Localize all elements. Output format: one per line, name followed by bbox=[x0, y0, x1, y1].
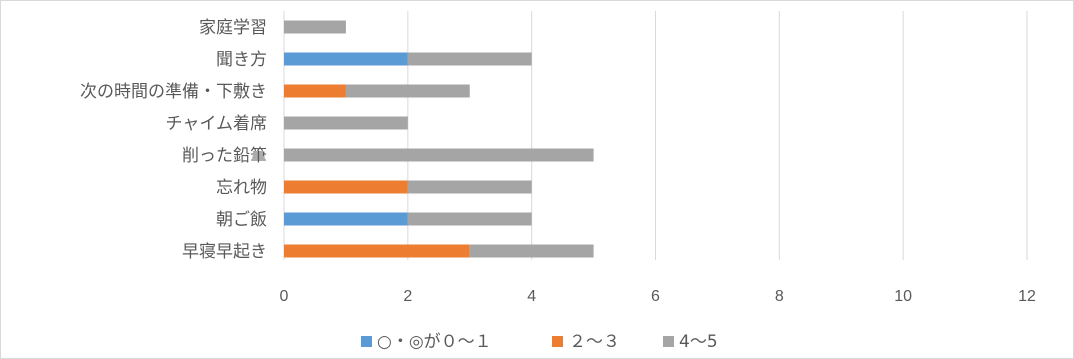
legend-label: ２～３ bbox=[569, 332, 620, 352]
category-label: チャイム着席 bbox=[166, 114, 268, 134]
category-label: 忘れ物 bbox=[216, 178, 267, 198]
legend: ○・◎が０～１ ２～３ 4～5 bbox=[361, 332, 718, 352]
bar-segment-series-2 bbox=[407, 180, 532, 194]
x-tick-label: 8 bbox=[775, 288, 784, 305]
legend-label: 4～5 bbox=[679, 332, 718, 352]
bar-segment-series-2 bbox=[407, 212, 532, 226]
x-tick-label: 12 bbox=[1018, 288, 1036, 305]
legend-swatch bbox=[552, 336, 563, 347]
bar-segment-series-0 bbox=[284, 212, 408, 226]
legend-swatch bbox=[361, 336, 372, 347]
bar-segment-series-2 bbox=[407, 52, 532, 66]
category-label: 次の時間の準備・下敷き bbox=[80, 82, 267, 102]
x-tick-label: 0 bbox=[280, 288, 289, 305]
legend-label: ○・◎が０～１ bbox=[377, 332, 492, 352]
category-label: 家庭学習 bbox=[199, 18, 267, 38]
bar-segment-series-1 bbox=[284, 84, 346, 98]
x-tick-label: 6 bbox=[651, 288, 660, 305]
bar-segment-series-2 bbox=[284, 148, 594, 162]
bars bbox=[284, 20, 594, 258]
x-tick-label: 2 bbox=[403, 288, 412, 305]
category-label: 聞き方 bbox=[216, 50, 267, 70]
bar-segment-series-2 bbox=[469, 244, 594, 258]
x-axis-ticks: 0 2 4 6 8 10 12 bbox=[280, 288, 1036, 305]
category-label: 早寝早起き bbox=[182, 241, 267, 262]
bar-segment-series-2 bbox=[345, 84, 470, 98]
x-tick-label: 10 bbox=[894, 288, 912, 305]
bar-segment-series-0 bbox=[284, 52, 408, 66]
bar-segment-series-2 bbox=[284, 116, 408, 130]
bar-segment-series-1 bbox=[284, 244, 470, 258]
category-label: 朝ご飯 bbox=[216, 210, 267, 230]
category-label: 削った鉛筆 bbox=[182, 146, 267, 166]
legend-swatch bbox=[663, 336, 674, 347]
bar-segment-series-2 bbox=[284, 20, 346, 34]
x-tick-label: 4 bbox=[527, 288, 536, 305]
bar-segment-series-1 bbox=[284, 180, 408, 194]
